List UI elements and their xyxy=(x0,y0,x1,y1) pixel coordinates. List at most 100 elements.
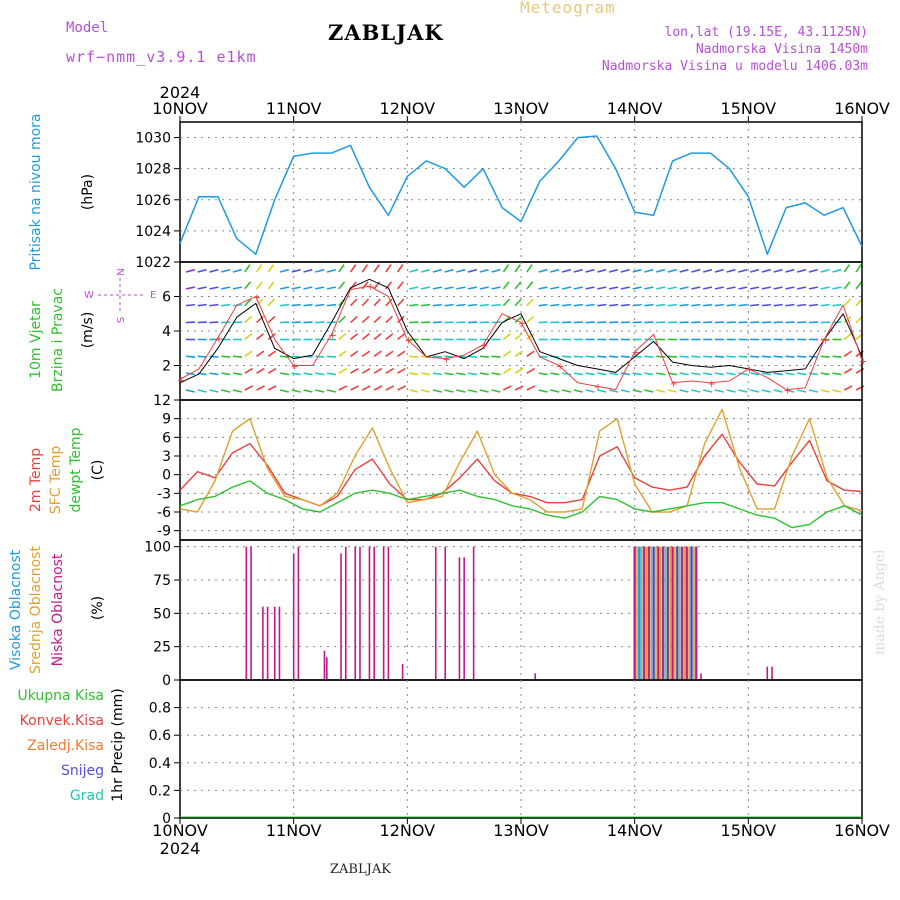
wind-barb-mark xyxy=(761,303,771,307)
wind-gust-marker: + xyxy=(783,386,791,397)
x-axis-bottom-label: 16NOV xyxy=(834,821,890,840)
wind-barb-mark xyxy=(797,355,807,358)
wind-barb-mark xyxy=(761,355,772,358)
wind-barb-mark xyxy=(197,268,207,273)
precipitation-ytick-label: 0.2 xyxy=(149,783,171,799)
wind-barb-mark xyxy=(797,389,807,393)
wind-barb-mark xyxy=(291,286,301,290)
wind-barb-mark xyxy=(714,372,724,376)
wind-gust-marker: + xyxy=(442,355,450,366)
wind-barb-mark xyxy=(267,333,276,341)
temperature-ytick-label: -3 xyxy=(157,486,171,502)
wind-barb-mark xyxy=(338,315,346,324)
wind-barb-mark xyxy=(232,355,243,358)
x-axis-top-label: 15NOV xyxy=(721,99,777,118)
wind-barb-mark xyxy=(338,264,345,273)
cloud-legend-mid: Srednja Oblacnost xyxy=(28,546,44,674)
x-axis-bottom-label: 13NOV xyxy=(493,821,549,840)
wind-barb-mark xyxy=(679,355,689,358)
wind-barb-mark xyxy=(326,286,337,290)
wind-barb-mark xyxy=(221,372,231,376)
wind-barb-mark xyxy=(256,333,265,341)
wind-barb-mark xyxy=(714,268,724,273)
cloud-unit-label: (%) xyxy=(90,596,106,620)
wind-barb-mark xyxy=(209,286,219,290)
wind-barb-mark xyxy=(726,355,736,358)
wind-gust-marker: + xyxy=(707,379,715,390)
temperature-unit-label: (C) xyxy=(90,460,106,481)
wind-barb-mark xyxy=(597,303,607,307)
wind-ytick-label: 6 xyxy=(162,290,171,306)
wind-barb-mark xyxy=(514,315,523,324)
wind-gust-marker: + xyxy=(177,375,185,386)
wind-barb-mark xyxy=(502,367,512,374)
wind-barb-mark xyxy=(550,268,560,273)
wind-barb-mark xyxy=(291,268,301,273)
wind-barb-mark xyxy=(467,268,478,273)
wind-barb-mark xyxy=(503,385,512,391)
wind-barb-mark xyxy=(703,286,713,290)
wind-barb-mark xyxy=(573,303,583,307)
wind-barb-mark xyxy=(656,355,666,358)
wind-barb-mark xyxy=(502,264,510,273)
wind-barb-mark xyxy=(479,268,489,273)
wind-barb-mark xyxy=(326,268,336,273)
x-axis-top-label: 16NOV xyxy=(834,99,890,118)
x-axis-top-label: 13NOV xyxy=(493,99,549,118)
wind-barb-mark xyxy=(350,315,358,324)
wind-barb-mark xyxy=(244,264,251,273)
wind-barb-mark xyxy=(420,303,431,307)
wind-gust-marker: + xyxy=(670,379,678,390)
wind-barb-mark xyxy=(691,389,701,393)
wind-barb-mark xyxy=(620,286,630,290)
wind-barb-mark xyxy=(255,264,263,273)
wind-barb-mark xyxy=(703,372,713,376)
wind-barb-mark xyxy=(385,350,394,357)
wind-barb-mark xyxy=(267,385,277,391)
wind-barb-mark xyxy=(773,355,783,358)
wind-barb-mark xyxy=(267,298,276,307)
wind-barb-mark xyxy=(221,268,231,273)
wind-barb-mark xyxy=(538,389,548,393)
wind-barb-mark xyxy=(185,355,196,358)
wind-barb-mark xyxy=(597,268,607,273)
wind-barb-mark xyxy=(409,355,419,358)
wind-barb-mark xyxy=(373,385,383,391)
wind-barb-mark xyxy=(832,268,842,273)
wind-barb-mark xyxy=(585,303,595,307)
wind-gust-marker: + xyxy=(556,362,564,373)
wind-gust-marker: + xyxy=(594,382,602,393)
wind-barb-mark xyxy=(361,385,371,391)
wind-barb-mark xyxy=(279,286,290,290)
compass-east: E xyxy=(150,290,156,301)
wind-barb-mark xyxy=(761,268,771,273)
wind-barb-mark xyxy=(221,389,231,393)
wind-barb-mark xyxy=(608,389,619,393)
wind-barb-mark xyxy=(526,264,533,273)
wind-barb-mark xyxy=(491,372,501,376)
wind-gust-marker: + xyxy=(291,362,299,373)
wind-barb-mark xyxy=(514,367,524,374)
wind-barb-mark xyxy=(491,286,501,290)
wind-barb-mark xyxy=(526,333,535,341)
wind-barb-mark xyxy=(197,389,207,393)
cloud-legend-high: Visoka Oblacnost xyxy=(8,549,24,670)
wind-barb-mark xyxy=(396,264,404,273)
wind-barb-mark xyxy=(573,372,583,376)
wind-barb-mark xyxy=(656,303,666,307)
wind-barb-mark xyxy=(761,372,771,376)
wind-barb-mark xyxy=(326,389,337,393)
wind-barb-mark xyxy=(502,333,511,341)
wind-gust-marker: + xyxy=(859,356,867,367)
wind-barb-mark xyxy=(808,389,818,393)
wind-barb-mark xyxy=(820,303,830,307)
station-altitude: Nadmorska Visina 1450m xyxy=(695,42,868,57)
wind-barb-mark xyxy=(703,389,713,393)
wind-barb-mark xyxy=(750,355,760,358)
wind-unit-label: (m/s) xyxy=(80,312,96,349)
x-axis-top-label: 10NOV xyxy=(152,99,208,118)
wind-barb-mark xyxy=(832,286,842,290)
wind-barb-mark xyxy=(691,303,701,307)
temperature-ytick-label: 0 xyxy=(162,468,171,484)
footer-station: ZABLJAK xyxy=(330,862,391,877)
